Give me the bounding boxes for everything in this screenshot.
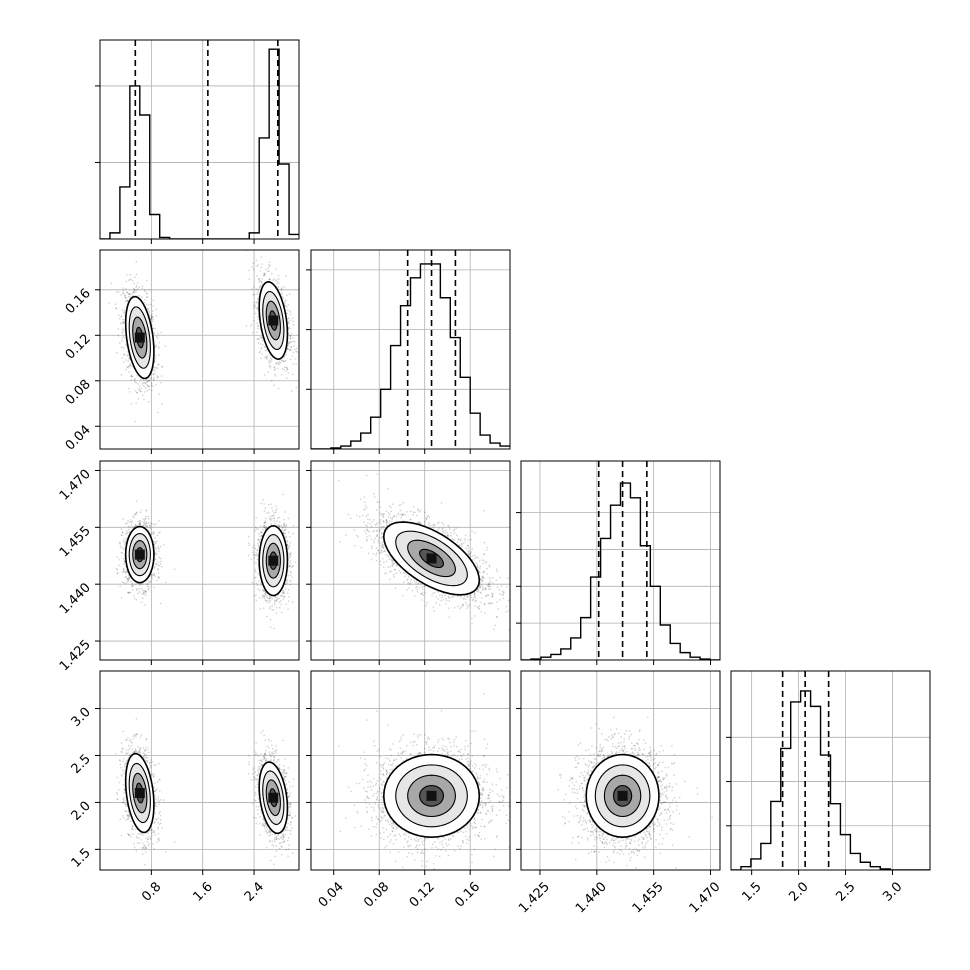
density-2-1: [338, 473, 510, 631]
hist-step-0: [100, 48, 299, 239]
density-3-1: [338, 693, 510, 870]
x-tick-label: 2.0: [786, 879, 811, 904]
hist-step-1: [311, 263, 510, 449]
panel-3-3: 1.5 2.0 2.5 3.0: [726, 670, 931, 905]
x-tick-label: 2.4: [242, 879, 267, 904]
hist-0: [100, 40, 299, 239]
density-peak: [268, 792, 279, 803]
hist-1: [311, 250, 510, 449]
x-tick-label: 3.0: [880, 879, 905, 904]
density-1-0: [108, 250, 299, 423]
x-tick-label: 0.04: [316, 879, 347, 910]
x-tick-label: 0.12: [407, 879, 438, 910]
y-tick-label: 3.0: [69, 705, 94, 730]
panel-2-1: [306, 460, 511, 665]
x-tick-label: 1.5: [739, 879, 764, 904]
density-peak: [617, 790, 628, 801]
density-peak: [134, 549, 145, 560]
hist-3: [731, 671, 930, 870]
panel-frame: [730, 670, 931, 871]
hist-step-2: [521, 482, 720, 660]
density-peak: [268, 555, 279, 566]
panel-2-0: 1.425 1.440 1.455 1.470: [57, 460, 300, 674]
density-peak: [134, 788, 145, 799]
x-tick-label: 1.6: [191, 879, 216, 904]
y-tick-label: 1.5: [69, 846, 94, 871]
y-tick-label: 1.440: [57, 580, 94, 617]
density-3-2: [557, 716, 713, 870]
panel-3-1: 0.04 0.08 0.12 0.16: [306, 670, 511, 911]
x-tick-label: 1.455: [630, 879, 667, 916]
y-tick-label: 1.455: [57, 524, 94, 561]
y-tick-label: 0.16: [63, 286, 94, 317]
x-tick-label: 1.470: [687, 879, 724, 916]
x-tick-label: 0.8: [139, 879, 164, 904]
y-tick-label: 1.425: [57, 637, 94, 674]
y-tick-label: 1.470: [57, 467, 94, 504]
x-tick-label: 1.425: [516, 879, 553, 916]
hist-2: [521, 461, 720, 660]
y-tick-label: 0.08: [63, 377, 94, 408]
y-tick-label: 2.5: [69, 752, 94, 777]
x-tick-label: 1.440: [573, 879, 610, 916]
panel-2-2: [516, 460, 721, 665]
density-peak: [134, 332, 145, 343]
panel-frame: [310, 249, 511, 450]
panel-3-2: 1.425 1.440 1.455 1.470: [516, 670, 724, 916]
panel-frame: [99, 249, 300, 450]
panel-1-1: [306, 249, 511, 454]
panel-frame: [520, 670, 721, 871]
panel-0-0: [95, 39, 300, 244]
hist-step-3: [731, 690, 930, 870]
x-tick-label: 0.08: [361, 879, 392, 910]
panel-3-0: 0.8 1.6 2.4 1.5 2.0 2.5 3.0: [69, 670, 300, 905]
panel-frame: [520, 460, 721, 661]
x-tick-label: 2.5: [833, 879, 858, 904]
panel-frame: [99, 670, 300, 871]
y-tick-label: 2.0: [69, 799, 94, 824]
panel-frame: [99, 460, 300, 661]
density-peak: [426, 790, 437, 801]
x-tick-label: 0.16: [452, 879, 483, 910]
panel-frame: [310, 460, 511, 661]
panel-frame: [99, 39, 300, 240]
density-2-0: [115, 493, 297, 630]
density-3-0: [115, 718, 297, 866]
y-tick-label: 0.12: [63, 332, 94, 363]
panel-1-0: 0.04 0.08 0.12 0.16: [63, 249, 300, 454]
density-peak: [268, 315, 279, 326]
y-tick-label: 0.04: [63, 422, 94, 453]
density-peak: [426, 553, 437, 564]
panel-frame: [310, 670, 511, 871]
